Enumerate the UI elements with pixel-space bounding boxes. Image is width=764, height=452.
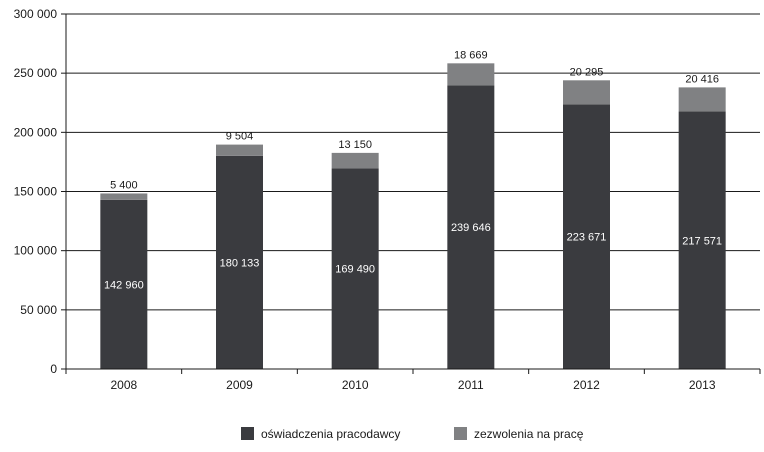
x-tick-label: 2010 xyxy=(342,378,369,392)
gridlines xyxy=(66,13,760,311)
bar-zezwolenia-na-prace-2009 xyxy=(216,144,263,156)
y-tick-label: 100 000 xyxy=(14,244,58,258)
data-label-oswiadczenia-pracodawcy: 223 671 xyxy=(567,232,607,244)
x-tick-label: 2012 xyxy=(573,378,600,392)
x-tick-label: 2009 xyxy=(226,378,253,392)
y-tick-label: 200 000 xyxy=(14,125,58,139)
bar-zezwolenia-na-prace-2011 xyxy=(447,63,495,86)
y-tick-label: 0 xyxy=(50,362,57,376)
y-tick-label: 50 000 xyxy=(20,303,57,317)
data-label-zezwolenia-na-prace: 18 669 xyxy=(454,49,488,61)
bar-oswiadczenia-pracodawcy-2010 xyxy=(331,168,379,369)
data-label-zezwolenia-na-prace: 20 416 xyxy=(685,73,719,85)
bars xyxy=(100,63,726,370)
legend-swatch-oswiadczenia-pracodawcy xyxy=(241,427,254,440)
bar-oswiadczenia-pracodawcy-2009 xyxy=(216,155,263,369)
data-labels: 142 960 5 400 180 133 9 504 169 490 13 150 239… xyxy=(104,49,722,291)
data-label-oswiadczenia-pracodawcy: 180 133 xyxy=(220,257,260,269)
legend-label-zezwolenia-na-prace: zezwolenia na pracę xyxy=(474,427,584,441)
y-tick-label: 150 000 xyxy=(14,185,58,199)
data-label-zezwolenia-na-prace: 20 295 xyxy=(570,66,604,78)
x-tick-label: 2013 xyxy=(689,378,716,392)
bar-zezwolenia-na-prace-2012 xyxy=(563,80,610,105)
x-tick-label: 2011 xyxy=(458,378,484,392)
bar-oswiadczenia-pracodawcy-2013 xyxy=(678,111,726,369)
axes: 0 50 000 100 000 150 000 200 000 250 000 300 0… xyxy=(14,7,761,392)
bar-zezwolenia-na-prace-2013 xyxy=(678,87,726,112)
legend-swatch-zezwolenia-na-prace xyxy=(454,427,467,440)
x-tick-label: 2008 xyxy=(110,378,137,392)
bar-zezwolenia-na-prace-2010 xyxy=(331,152,379,169)
data-label-zezwolenia-na-prace: 9 504 xyxy=(226,131,254,143)
data-label-zezwolenia-na-prace: 13 150 xyxy=(338,139,372,151)
data-label-zezwolenia-na-prace: 5 400 xyxy=(110,179,138,191)
data-label-oswiadczenia-pracodawcy: 239 646 xyxy=(451,222,491,234)
data-label-oswiadczenia-pracodawcy: 217 571 xyxy=(682,235,722,247)
data-label-oswiadczenia-pracodawcy: 142 960 xyxy=(104,279,144,291)
bar-oswiadczenia-pracodawcy-2008 xyxy=(100,199,148,369)
legend: oświadczenia pracodawcy zezwolenia na pra… xyxy=(241,427,584,441)
legend-label-oswiadczenia-pracodawcy: oświadczenia pracodawcy xyxy=(261,427,400,441)
data-label-oswiadczenia-pracodawcy: 169 490 xyxy=(335,264,375,276)
bar-zezwolenia-na-prace-2008 xyxy=(100,193,148,200)
bar-oswiadczenia-pracodawcy-2011 xyxy=(447,85,495,370)
y-tick-label: 250 000 xyxy=(14,66,58,80)
bar-oswiadczenia-pracodawcy-2012 xyxy=(563,104,610,370)
y-tick-label: 300 000 xyxy=(14,7,58,21)
